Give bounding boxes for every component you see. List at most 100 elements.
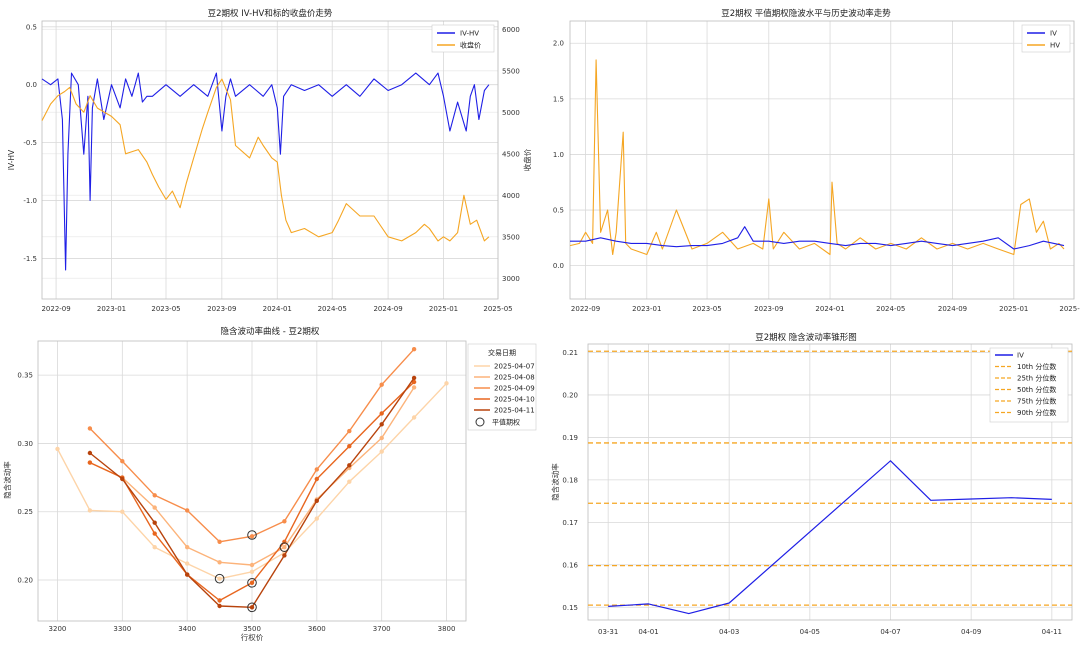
iv-cone-chart: 豆2期权 隐含波动率锥形图 03-31 04-01 04-03 04-05 04-07 0… [550, 332, 1073, 636]
c1-right-tick-label: 4000 [502, 192, 520, 200]
c3-atm-marker [214, 573, 225, 584]
c3-data-point [282, 545, 287, 550]
atm-iv-vs-hv-chart: 豆2期权 平值期权隐波水平与历史波动率走势 2022-09 2023-01 2023… [553, 8, 1080, 313]
c3-data-point [411, 379, 417, 385]
c3-data-point [249, 580, 255, 585]
c4-y-tick-label: 0.17 [562, 519, 578, 527]
c3-data-point [152, 505, 157, 510]
c3-data-point [314, 467, 319, 472]
c4-x-tick-label: 04-03 [719, 628, 739, 636]
c3-data-point [152, 531, 157, 536]
c1-x-tick-label: 2025-01 [429, 305, 458, 313]
c3-data-point [379, 449, 384, 454]
c2-y-tick-label: 1.5 [553, 95, 564, 103]
c4-x-tick-label: 04-11 [1042, 628, 1062, 636]
c3-data-point [411, 415, 417, 420]
c1-right-tick-label: 4500 [502, 150, 520, 158]
chart1-left-axis-label: IV-HV [7, 149, 16, 170]
c3-data-point [185, 572, 190, 577]
c3-x-tick-label: 3800 [438, 625, 456, 633]
c3-x-tick-label: 3600 [308, 625, 326, 633]
c3-legend-label: 2025-04-10 [494, 396, 535, 404]
c3-data-point [217, 576, 222, 581]
c4-x-tick-label: 03-31 [598, 628, 618, 636]
chart2-plot-area [569, 20, 1075, 300]
chart2-title: 豆2期权 平值期权隐波水平与历史波动率走势 [721, 8, 891, 19]
c4-x-tick-label: 04-07 [880, 628, 900, 636]
legend-label-close: 收盘价 [460, 41, 481, 50]
c3-data-point [87, 450, 93, 456]
c1-right-tick-label: 5500 [502, 67, 520, 75]
c3-x-tick-label: 3300 [113, 625, 131, 633]
c4-y-tick-label: 0.15 [562, 604, 578, 612]
c3-data-point [185, 508, 190, 513]
c2-y-tick-label: 1.0 [553, 151, 564, 159]
c3-data-point [411, 385, 417, 390]
chart3-y-axis-label: 隐含波动率 [2, 461, 12, 499]
c3-legend-label: 2025-04-09 [494, 385, 535, 393]
c2-y-tick-label: 0.5 [553, 207, 564, 215]
c1-left-tick-label: -0.5 [23, 139, 37, 147]
c1-x-tick-label: 2022-09 [41, 305, 70, 313]
c3-atm-marker [279, 542, 290, 553]
chart1-right-axis-label: 收盘价 [522, 148, 532, 171]
c3-data-point [444, 381, 449, 386]
c3-x-tick-label: 3200 [49, 625, 67, 633]
c2-x-tick-label: 2023-05 [692, 305, 721, 313]
c3-legend-label: 2025-04-08 [494, 374, 535, 382]
c1-x-tick-label: 2023-09 [207, 305, 236, 313]
c2-series-line-hv [569, 59, 1065, 256]
c4-y-tick-label: 0.16 [562, 561, 578, 569]
iv-smile-chart: 隐含波动率曲线 - 豆2期权 3200 3300 3400 3500 3600 3700 3… [2, 326, 537, 642]
c3-data-point [185, 545, 190, 550]
chart4-title: 豆2期权 隐含波动率锥形图 [755, 332, 857, 343]
c4-y-tick-label: 0.18 [562, 476, 578, 484]
c3-data-point [249, 569, 255, 574]
chart4-legend: IV 10th 分位数 25th 分位数 50th 分位数 75th 分位数 90th 分… [989, 347, 1069, 423]
c4-x-tick-label: 04-09 [961, 628, 981, 636]
c3-data-point [314, 516, 319, 521]
c3-data-point [347, 428, 352, 434]
c1-x-tick-label: 2024-05 [318, 305, 347, 313]
c1-series-line-iv-hv [41, 72, 490, 271]
legend-atm-marker [475, 417, 485, 427]
chart3-title: 隐含波动率曲线 - 豆2期权 [221, 326, 320, 337]
c4-legend-label: 10th 分位数 [1017, 362, 1056, 371]
c4-x-tick-label: 04-01 [638, 628, 658, 636]
c3-data-point [282, 519, 287, 524]
c2-x-tick-label: 2024-01 [815, 305, 844, 313]
legend-label-iv: IV [1050, 30, 1057, 38]
c1-left-tick-label: -1.0 [23, 197, 37, 205]
c4-legend-label: IV [1017, 352, 1024, 360]
c3-data-point [314, 476, 319, 482]
c3-data-point [411, 347, 417, 352]
c3-data-point [152, 493, 157, 498]
chart1-plot-area [41, 20, 499, 300]
c3-atm-marker [247, 602, 257, 613]
c3-y-tick-label: 0.30 [17, 440, 33, 448]
c3-data-point [217, 598, 222, 603]
c3-data-point [120, 509, 125, 514]
c3-y-tick-label: 0.20 [17, 577, 33, 585]
c4-y-tick-label: 0.21 [562, 349, 578, 357]
c3-data-point [379, 435, 384, 441]
c3-data-point [120, 476, 125, 482]
c1-series-line-close [41, 78, 490, 242]
c1-right-tick-label: 3000 [502, 275, 520, 283]
c2-series-line-iv [570, 226, 1065, 250]
c3-data-point [379, 411, 384, 416]
c2-y-tick-label: 2.0 [553, 40, 564, 48]
chart3-plot-area [37, 340, 467, 622]
c3-x-tick-label: 3400 [178, 625, 196, 633]
c3-atm-marker [247, 530, 257, 540]
c4-legend-label: 90th 分位数 [1017, 408, 1056, 417]
c3-data-point [87, 426, 93, 431]
c3-data-point [185, 561, 190, 566]
c3-data-point [87, 508, 93, 513]
c3-legend-label: 2025-04-07 [494, 363, 535, 371]
chart4-y-axis-label: 隐含波动率 [550, 463, 560, 501]
legend-label-iv-hv: IV-HV [460, 30, 479, 38]
c3-data-point [249, 534, 255, 539]
c3-data-point [217, 560, 222, 565]
